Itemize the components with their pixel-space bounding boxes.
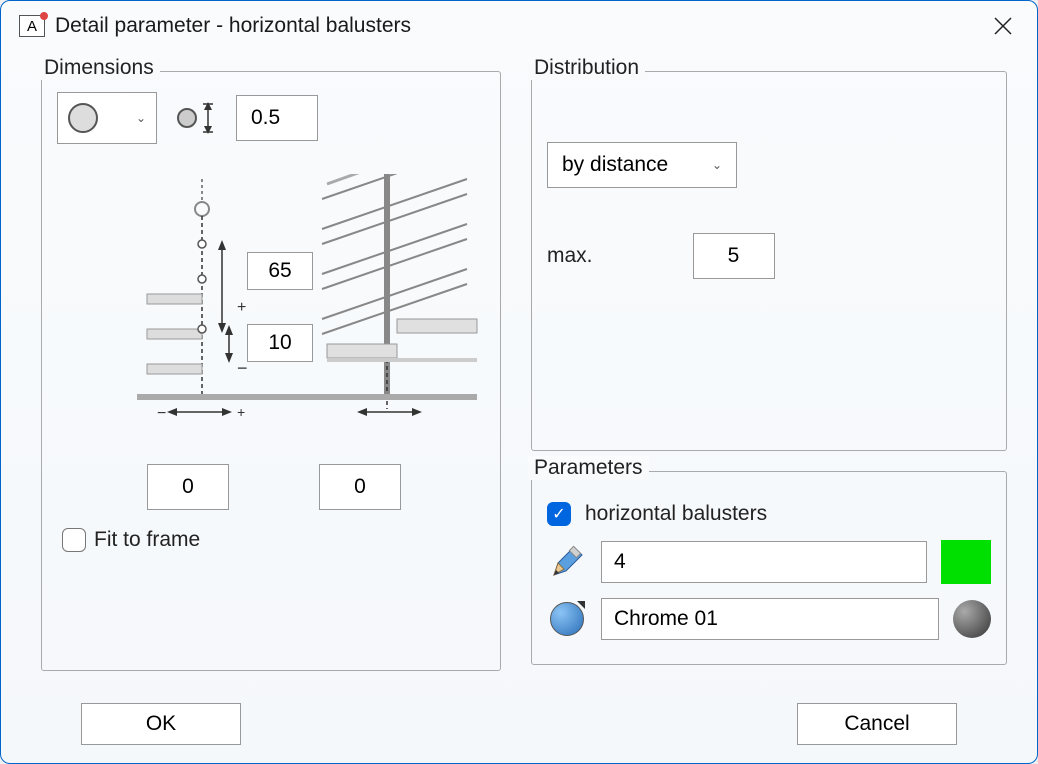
max-label: max. — [547, 244, 593, 268]
left-column: Dimensions ⌄ — [41, 71, 501, 691]
app-icon: A — [19, 15, 45, 37]
close-icon — [994, 17, 1012, 35]
distribution-label: Distribution — [528, 56, 645, 80]
dimensions-diagram: + − − + — [67, 174, 475, 434]
double-arrow-vertical-icon — [200, 102, 216, 134]
window-title: Detail parameter - horizontal balusters — [55, 14, 411, 38]
material-row — [547, 598, 991, 640]
offset-row — [147, 464, 485, 510]
parameters-label: Parameters — [528, 456, 649, 480]
material-input[interactable] — [601, 598, 939, 640]
material-sphere-icon — [547, 599, 587, 639]
circle-shape-icon — [68, 103, 98, 133]
distribution-method-value: by distance — [562, 153, 668, 177]
max-input[interactable] — [693, 233, 775, 279]
cancel-button[interactable]: Cancel — [797, 703, 957, 745]
content-area: Dimensions ⌄ — [1, 51, 1037, 701]
diameter-icon — [177, 102, 216, 134]
diagram-svg: + − − + — [67, 174, 487, 434]
dimensions-fieldset: Dimensions ⌄ — [41, 71, 501, 671]
distribution-method-select[interactable]: by distance ⌄ — [547, 142, 737, 188]
button-row: OK Cancel — [1, 703, 1037, 745]
small-circle-icon — [177, 108, 197, 128]
pencil-icon — [547, 542, 587, 582]
dimensions-top-row: ⌄ — [57, 92, 485, 144]
fit-to-frame-row: Fit to frame — [62, 528, 485, 552]
fit-to-frame-label: Fit to frame — [94, 528, 200, 552]
titlebar-left: A Detail parameter - horizontal baluster… — [19, 14, 411, 38]
horizontal-balusters-checkbox[interactable]: ✓ — [547, 502, 571, 526]
ok-button[interactable]: OK — [81, 703, 241, 745]
material-preview[interactable] — [953, 600, 991, 638]
svg-text:−: − — [157, 405, 166, 422]
svg-text:−: − — [237, 358, 248, 378]
fit-to-frame-checkbox[interactable] — [62, 528, 86, 552]
layer-color-swatch[interactable] — [941, 540, 991, 584]
layer-row — [547, 540, 991, 584]
svg-text:+: + — [237, 404, 245, 420]
titlebar: A Detail parameter - horizontal baluster… — [1, 1, 1037, 51]
horizontal-balusters-row: ✓ horizontal balusters — [547, 502, 991, 526]
dimensions-label: Dimensions — [38, 56, 160, 80]
layer-input[interactable] — [601, 541, 927, 583]
dialog-window: A Detail parameter - horizontal baluster… — [0, 0, 1038, 764]
diagram-bottom-value[interactable]: 10 — [247, 324, 313, 362]
chevron-down-icon: ⌄ — [712, 158, 722, 172]
right-column: Distribution by distance ⌄ max. Paramete… — [531, 71, 1007, 691]
parameters-fieldset: Parameters ✓ horizontal balusters — [531, 471, 1007, 665]
offset-right-input[interactable] — [319, 464, 401, 510]
chevron-down-icon: ⌄ — [136, 111, 146, 125]
offset-left-input[interactable] — [147, 464, 229, 510]
horizontal-balusters-label: horizontal balusters — [585, 502, 767, 526]
shape-dropdown[interactable]: ⌄ — [57, 92, 157, 144]
distribution-fieldset: Distribution by distance ⌄ max. — [531, 71, 1007, 451]
svg-text:+: + — [237, 299, 246, 316]
max-row: max. — [547, 233, 991, 279]
diagram-top-value[interactable]: 65 — [247, 252, 313, 290]
distribution-body: by distance ⌄ max. — [547, 92, 991, 299]
parameters-body: ✓ horizontal balusters — [547, 492, 991, 649]
diameter-input[interactable] — [236, 95, 318, 141]
close-button[interactable] — [987, 10, 1019, 42]
